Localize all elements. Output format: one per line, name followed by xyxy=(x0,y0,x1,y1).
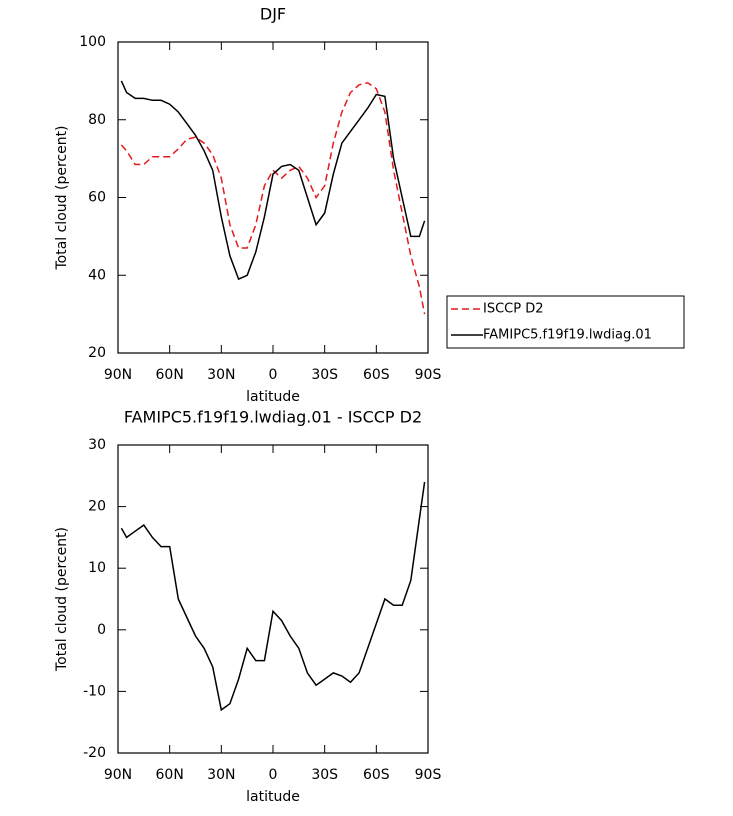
legend-label: ISCCP D2 xyxy=(483,302,544,317)
y-tick-label: 10 xyxy=(88,560,106,576)
y-tick-label: 60 xyxy=(88,190,106,206)
y-tick-label: 100 xyxy=(79,34,106,50)
y-tick-label: 20 xyxy=(88,345,106,361)
x-axis-label: latitude xyxy=(246,789,300,805)
data-line xyxy=(120,80,426,281)
x-axis-label: latitude xyxy=(246,389,300,405)
y-tick-label: -20 xyxy=(83,745,106,761)
x-tick-label: 60N xyxy=(156,767,184,783)
chart-title: DJF xyxy=(260,5,286,24)
x-tick-label: 90N xyxy=(104,367,132,383)
x-tick-label: 30N xyxy=(207,767,235,783)
y-tick-label: 20 xyxy=(88,499,106,515)
x-tick-label: 60S xyxy=(363,367,390,383)
y-tick-label: -10 xyxy=(83,683,106,699)
y-axis-label: Total cloud (percent) xyxy=(54,125,70,270)
x-tick-label: 60S xyxy=(363,767,390,783)
y-tick-label: 80 xyxy=(88,112,106,128)
x-tick-label: 60N xyxy=(156,367,184,383)
x-tick-label: 90S xyxy=(415,767,442,783)
x-tick-label: 30N xyxy=(207,367,235,383)
plot-frame xyxy=(117,444,429,754)
x-tick-label: 30S xyxy=(311,767,338,783)
y-tick-label: 30 xyxy=(88,437,106,453)
legend-box xyxy=(446,295,685,349)
plot-frame xyxy=(117,41,429,354)
y-tick-label: 40 xyxy=(88,267,106,283)
data-line xyxy=(120,481,426,712)
data-line xyxy=(120,81,426,315)
y-tick-label: 0 xyxy=(97,622,106,638)
chart-title: FAMIPC5.f19f19.lwdiag.01 - ISCCP D2 xyxy=(124,408,422,427)
x-tick-label: 90N xyxy=(104,767,132,783)
x-tick-label: 30S xyxy=(311,367,338,383)
x-tick-label: 0 xyxy=(269,767,278,783)
legend-label: FAMIPC5.f19f19.lwdiag.01 xyxy=(483,328,652,343)
y-axis-label: Total cloud (percent) xyxy=(54,527,70,672)
x-tick-label: 90S xyxy=(415,367,442,383)
x-tick-label: 0 xyxy=(269,367,278,383)
